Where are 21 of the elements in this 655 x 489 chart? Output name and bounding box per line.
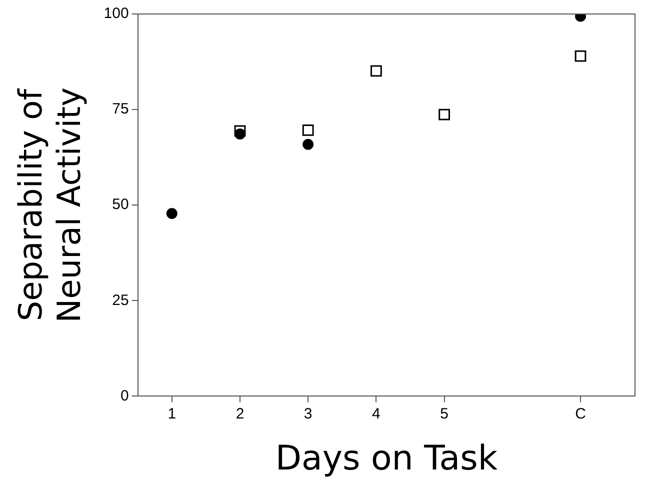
x-tick-label: C [575, 405, 586, 422]
y-tick-label: 50 [112, 196, 129, 214]
x-axis-title: Days on Task [275, 438, 498, 478]
y-axis-title: Separability of Neural Activity [12, 87, 88, 323]
point [234, 128, 246, 140]
y-tick-label: 0 [120, 387, 129, 404]
x-tick-label: 1 [168, 405, 176, 422]
y-tick-label: 75 [112, 100, 129, 118]
point [438, 108, 450, 120]
point [234, 125, 246, 137]
y-tick-label: 100 [104, 5, 129, 22]
x-tick-label: 3 [304, 405, 312, 422]
point [166, 208, 178, 220]
point [574, 50, 586, 62]
x-tick-label: 5 [440, 405, 448, 422]
point [302, 138, 314, 150]
x-tick-label: 4 [372, 405, 380, 422]
y-tick-label: 25 [112, 292, 129, 309]
point [302, 124, 314, 136]
x-tick-label: 2 [236, 405, 244, 422]
point [370, 65, 382, 77]
